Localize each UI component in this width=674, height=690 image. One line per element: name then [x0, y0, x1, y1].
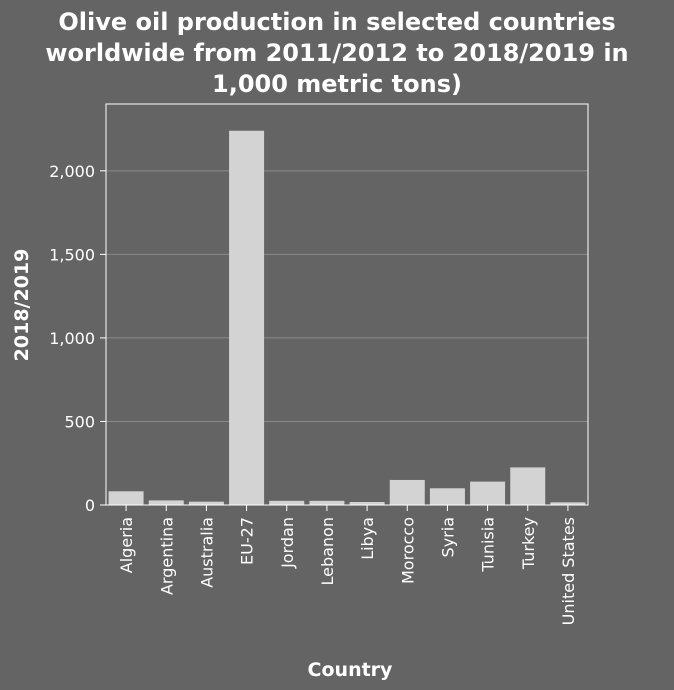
- x-tick-label: Libya: [358, 517, 377, 560]
- x-tick-label: EU-27: [238, 517, 257, 565]
- bar: [229, 130, 265, 505]
- bar: [510, 467, 546, 505]
- x-tick-label: Algeria: [117, 517, 136, 573]
- bar: [309, 500, 345, 505]
- bar: [148, 500, 184, 505]
- x-tick-label: Syria: [438, 517, 457, 557]
- chart-title-line-1: Olive oil production in selected countri…: [58, 8, 615, 36]
- bar: [550, 502, 586, 505]
- x-tick-label: Tunisia: [479, 517, 498, 573]
- bar: [429, 488, 465, 505]
- y-tick-label: 2,000: [49, 162, 95, 181]
- bar: [389, 479, 425, 505]
- x-tick-label: Australia: [197, 517, 216, 588]
- bars: [108, 130, 586, 505]
- x-tick-label: Jordan: [278, 517, 297, 569]
- bar: [188, 501, 224, 505]
- y-axis-ticks: 0 500 1,000 1,500 2,000: [49, 162, 106, 515]
- bar: [349, 501, 385, 505]
- grid-lines: [106, 170, 588, 422]
- plot-frame: [105, 103, 589, 506]
- chart-title-line-2: worldwide from 2011/2012 to 2018/2019 in: [45, 39, 628, 67]
- x-axis-ticks: Algeria Argentina Australia EU-27 Jordan Leba…: [117, 505, 578, 625]
- y-tick-label: 1,000: [49, 329, 95, 348]
- x-tick-label: Lebanon: [318, 517, 337, 586]
- bar: [470, 481, 506, 505]
- y-tick-label: 0: [85, 496, 95, 515]
- chart-title-line-3: 1,000 metric tons): [212, 70, 462, 98]
- y-tick-label: 1,500: [49, 245, 95, 264]
- x-tick-label: United States: [559, 517, 578, 625]
- bar: [108, 491, 144, 505]
- bar: [269, 500, 305, 505]
- y-axis-label: 2018/2019: [11, 249, 33, 362]
- x-tick-label: Turkey: [519, 517, 538, 570]
- x-tick-label: Argentina: [157, 517, 176, 595]
- y-tick-label: 500: [64, 412, 95, 431]
- x-axis-label: Country: [308, 659, 394, 681]
- x-tick-label: Morocco: [398, 517, 417, 584]
